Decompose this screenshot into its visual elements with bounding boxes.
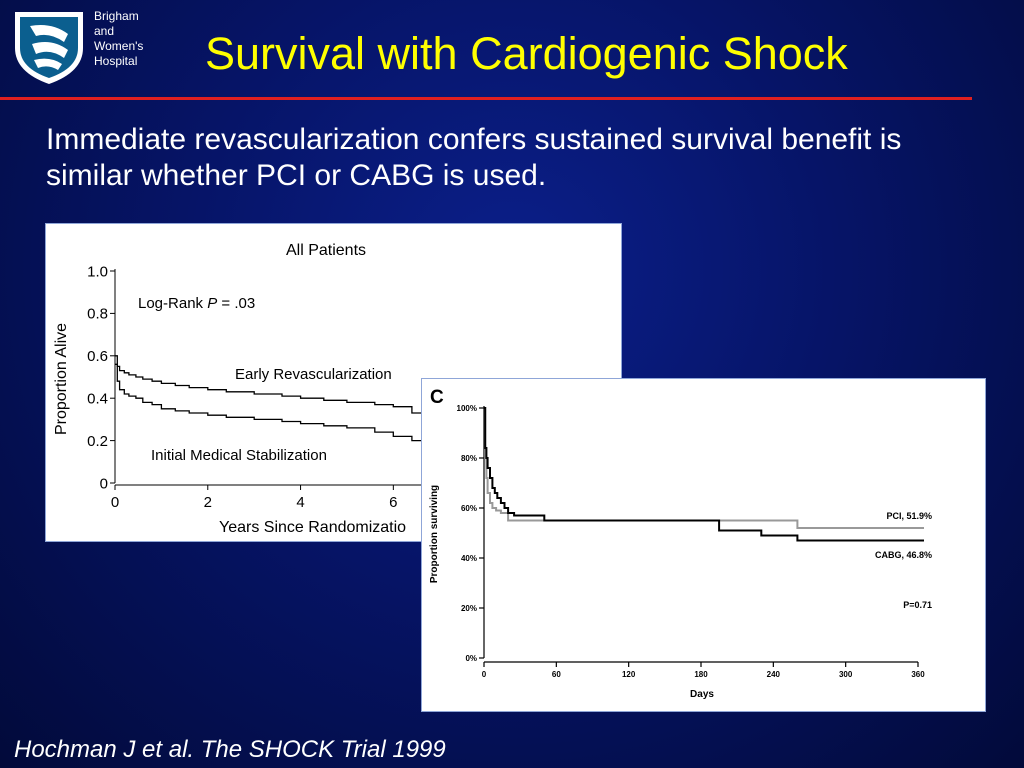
log-rank-label: Log-Rank [138,295,204,312]
series-line-cabg [484,407,924,542]
y-tick-label: 0.4 [87,390,108,407]
y-tick-label: 40% [461,554,477,563]
hospital-logo-shield [12,8,86,86]
p-value: = .03 [221,295,255,312]
title-divider [0,97,972,100]
x-tick-label: 0 [111,494,119,511]
y-tick-label: 0.6 [87,348,108,365]
x-tick-label: 240 [767,670,781,679]
hospital-name-line: Women's [94,39,144,53]
x-tick-label: 0 [482,670,487,679]
series-line-pci [484,407,924,529]
y-tick-label: 20% [461,604,477,613]
x-tick-label: 60 [552,670,561,679]
series-label-pci: PCI, 51.9% [886,511,932,521]
x-axis-label: Years Since Randomizatio [219,519,406,536]
x-tick-label: 300 [839,670,853,679]
x-tick-label: 4 [296,494,304,511]
slide-body-text: Immediate revascularization confers sust… [46,123,902,192]
y-axis-label: Proportion Alive [53,323,70,435]
chart-series [115,355,450,446]
x-tick-label: 360 [911,670,925,679]
series-label-initial-medical-stabilization: Initial Medical Stabilization [151,447,327,464]
p-value-annotation: P=0.71 [903,600,932,610]
y-axis-label: Proportion surviving [429,485,440,583]
series-label-early-revascularization: Early Revascularization [235,366,392,383]
y-tick-label: 0 [100,475,108,492]
chart-title: All Patients [286,242,366,259]
y-tick-label: 100% [457,404,477,413]
hospital-name-line: Brigham [94,9,139,23]
p-symbol: P [207,295,217,312]
citation: Hochman J et al. The SHOCK Trial 1999 [14,736,446,763]
y-tick-label: 0.8 [87,306,108,323]
hospital-name-line: Hospital [94,54,138,68]
hospital-name: Brigham and Women's Hospital [94,9,174,69]
y-tick-label: 1.0 [87,263,108,280]
chart-axes: 0 0.2 0.4 0.6 0.8 1.0 0 2 4 6 [87,263,449,511]
series-label-cabg: CABG, 46.8% [875,550,932,560]
y-tick-label: 80% [461,454,477,463]
chart-all-patients-svg: All Patients Proportion Alive Years Sinc… [53,242,450,536]
panel-label: C [430,387,444,408]
y-tick-label: 0.2 [87,433,108,450]
series-line-early-revascularization [115,355,450,422]
chart-axes: 0% 20% 40% 60% 80% 100% 0 60 120 180 240 300 360 [457,404,926,679]
y-tick-label: 60% [461,504,477,513]
x-tick-label: 6 [389,494,397,511]
chart-pci-vs-cabg: C Proportion surviving Days PCI, 51.9% C… [421,378,986,712]
x-tick-label: 2 [204,494,212,511]
chart-pci-vs-cabg-svg: C Proportion surviving Days PCI, 51.9% C… [429,387,932,700]
series-line-initial-medical-stabilization [115,363,449,446]
x-tick-label: 180 [694,670,708,679]
y-tick-label: 0% [465,654,477,663]
log-rank-annotation: Log-Rank P = .03 [138,295,255,312]
x-axis-label: Days [690,689,714,700]
slide-title: Survival with Cardiogenic Shock [205,28,848,79]
hospital-name-line: and [94,24,115,38]
x-tick-label: 120 [622,670,636,679]
chart-series [484,407,924,542]
